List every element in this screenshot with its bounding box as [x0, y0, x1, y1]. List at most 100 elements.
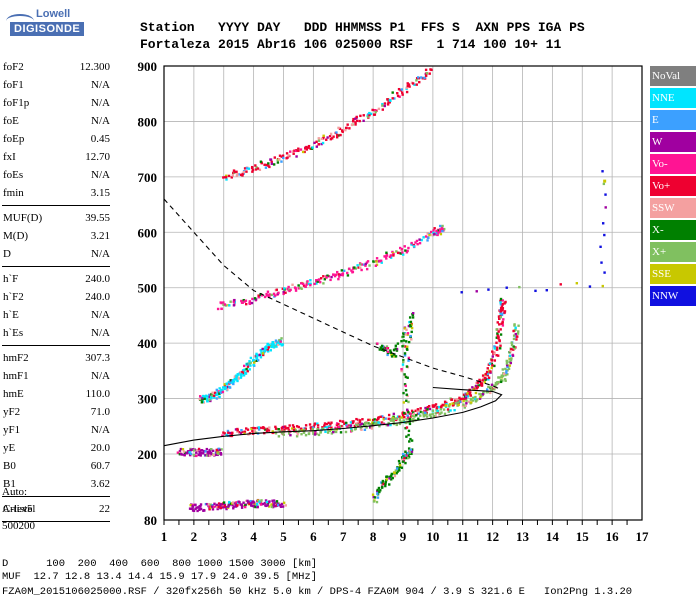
trace-point — [235, 174, 239, 177]
trace-point — [505, 371, 508, 375]
trace-point — [270, 345, 273, 349]
x-tick-label: 8 — [370, 529, 377, 544]
parameter-row: MUF(D) 39.55 — [2, 209, 110, 227]
trace-point — [226, 429, 230, 433]
trace-point — [513, 323, 516, 326]
trace-point — [307, 146, 310, 149]
trace-point — [335, 422, 339, 425]
trace-point — [440, 406, 443, 409]
trace-point — [201, 452, 205, 455]
trace-point — [404, 427, 407, 430]
trace-point — [437, 405, 441, 409]
trace-point — [401, 452, 405, 456]
trace-point — [426, 239, 429, 242]
trace-point — [257, 428, 261, 431]
trace-point — [231, 378, 235, 382]
trace-point — [206, 400, 209, 403]
trace-point — [398, 469, 401, 472]
trace-point — [505, 370, 508, 373]
trace-point — [350, 427, 353, 430]
trace-point — [311, 146, 314, 149]
trace-point — [246, 365, 250, 368]
trace-point — [388, 101, 391, 104]
trace-point — [588, 285, 592, 288]
trace-point — [387, 417, 390, 421]
trace-point — [482, 390, 485, 393]
trace-point — [309, 283, 312, 287]
trace-point — [432, 231, 435, 235]
trace-point — [405, 418, 408, 421]
trace-point — [388, 477, 391, 480]
trace-point — [275, 288, 278, 291]
trace-point — [279, 342, 282, 346]
trace-point — [241, 301, 244, 304]
trace-point — [424, 235, 428, 238]
trace-point — [486, 372, 489, 376]
trace-point — [290, 427, 294, 430]
trace-point — [389, 419, 393, 422]
trace-point — [257, 354, 260, 357]
trace-point — [257, 296, 260, 299]
trace-point — [387, 421, 390, 425]
trace-point — [185, 451, 189, 455]
trace-point — [369, 423, 372, 426]
parameter-label: fmin — [3, 187, 24, 199]
trace-point — [499, 301, 502, 304]
trace-point — [321, 426, 324, 429]
trace-point — [475, 381, 478, 385]
x-tick-label: 6 — [310, 529, 317, 544]
trace-4 — [198, 337, 285, 404]
parameter-value: N/A — [91, 79, 110, 91]
parameter-value: 12.70 — [85, 151, 110, 163]
trace-point — [501, 374, 505, 378]
trace-point — [246, 499, 249, 503]
trace-point — [335, 131, 338, 134]
parameter-row: B1 3.62 — [2, 475, 110, 493]
trace-point — [248, 300, 252, 303]
trace-point — [336, 133, 339, 137]
trace-point — [508, 364, 511, 367]
trace-point — [244, 371, 247, 374]
trace-point — [277, 435, 281, 438]
trace-point — [206, 395, 209, 398]
trace-point — [260, 294, 264, 297]
trace-point — [360, 422, 364, 425]
trace-point — [242, 364, 246, 368]
trace-point — [503, 302, 506, 305]
trace-point — [335, 423, 339, 427]
trace-point — [366, 115, 370, 118]
trace-point — [379, 259, 382, 263]
trace-point — [278, 504, 282, 507]
trace-point — [376, 496, 380, 499]
trace-point — [219, 506, 223, 509]
trace-point — [503, 378, 507, 381]
trace-point — [372, 495, 375, 499]
trace-point — [490, 366, 493, 370]
trace-point — [344, 128, 347, 132]
parameter-group-profile: hmF2 307.3 hmF1 N/A hmE 110.0 yF2 71.0 yF1 N/A yE 2… — [2, 349, 110, 493]
trace-point — [398, 417, 401, 420]
trace-point — [391, 97, 394, 100]
trace-point — [385, 254, 389, 257]
trace-point — [329, 278, 332, 282]
trace-point — [300, 282, 303, 285]
trace-point — [431, 412, 434, 416]
trace-point — [274, 341, 277, 344]
trace-point — [317, 143, 320, 146]
trace-point — [210, 447, 213, 451]
trace-point — [496, 348, 499, 351]
trace-point — [272, 163, 276, 166]
trace-point — [405, 456, 408, 460]
trace-point — [402, 335, 405, 338]
trace-point — [291, 283, 294, 286]
divider — [2, 496, 110, 497]
trace-point — [228, 304, 231, 307]
trace-point — [424, 414, 427, 417]
parameter-value: N/A — [91, 97, 110, 109]
trace-point — [253, 430, 256, 433]
trace-point — [221, 390, 225, 394]
trace-7 — [371, 312, 415, 504]
legend-item: X- — [650, 220, 696, 240]
trace-point — [252, 501, 256, 504]
trace-point — [392, 420, 395, 423]
